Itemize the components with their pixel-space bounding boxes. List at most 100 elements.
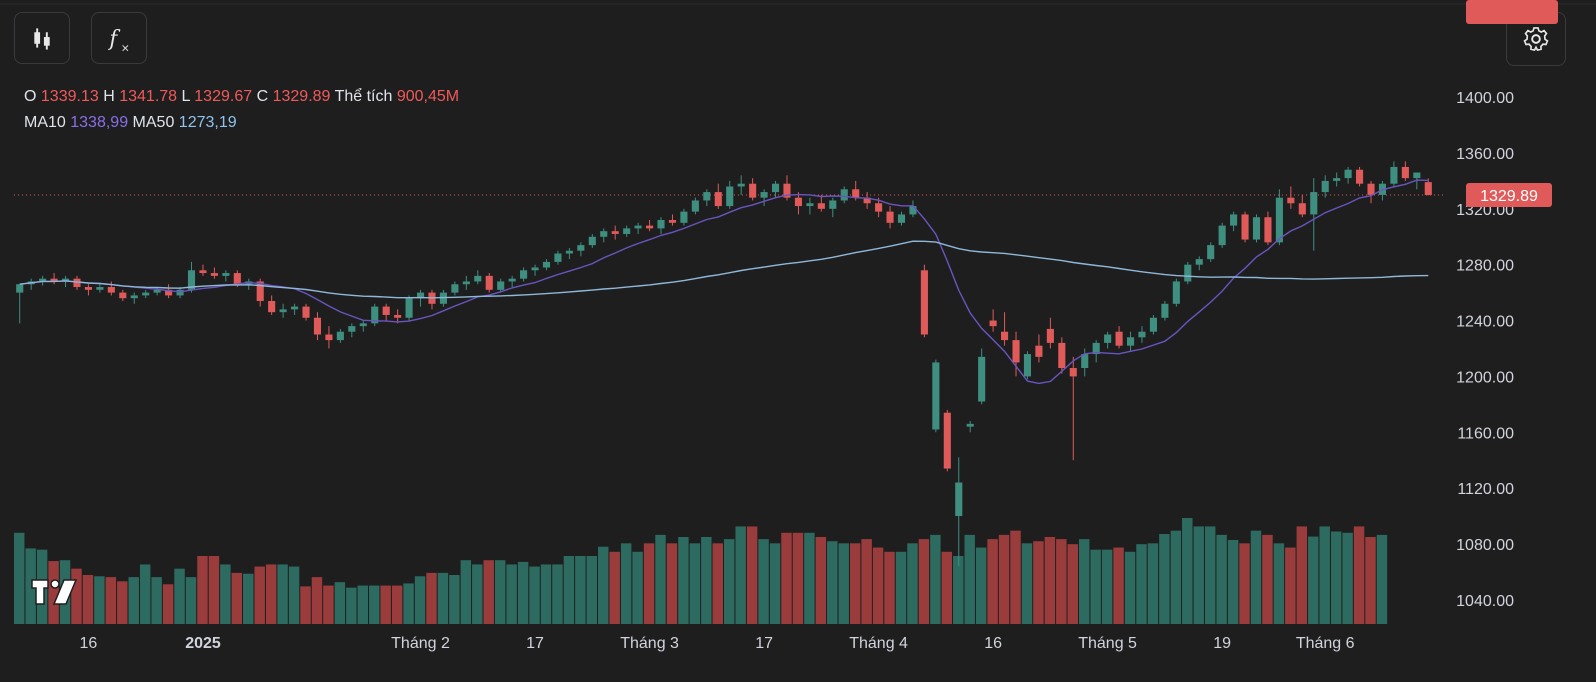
volume-bar bbox=[1262, 534, 1273, 624]
low-value: 1329.67 bbox=[194, 88, 253, 105]
candle bbox=[760, 189, 768, 207]
chart-type-button[interactable] bbox=[14, 12, 70, 64]
volume-bar bbox=[1239, 543, 1250, 624]
candle bbox=[657, 217, 665, 234]
candle-body bbox=[897, 214, 906, 223]
last-value-tags: 1329.89 900.45M bbox=[1466, 0, 1558, 207]
ohlc-legend: O 1339.13 H 1341.78 L 1329.67 C 1329.89 … bbox=[24, 88, 459, 106]
candle bbox=[291, 303, 299, 315]
y-tick-label: 1080.00 bbox=[1456, 537, 1514, 554]
candle-body bbox=[1046, 328, 1054, 343]
volume-bar bbox=[300, 586, 311, 624]
candle-body bbox=[542, 261, 551, 268]
candle-body bbox=[886, 211, 894, 223]
candle bbox=[153, 287, 161, 296]
candle bbox=[485, 273, 493, 293]
candle bbox=[1264, 211, 1272, 246]
candle-body bbox=[565, 250, 573, 254]
time-axis[interactable]: 16 2025 Tháng 2 17 Tháng 3 17 Tháng 4 16 Tháng 5… bbox=[80, 635, 1355, 652]
candle-body bbox=[210, 273, 218, 276]
candle bbox=[394, 309, 402, 324]
volume-bar bbox=[735, 526, 746, 624]
volume-bar bbox=[254, 566, 265, 624]
candle-body bbox=[1230, 214, 1238, 226]
volume-bar bbox=[1227, 539, 1239, 624]
candle-body bbox=[1264, 217, 1272, 243]
candle bbox=[84, 284, 92, 296]
volume-bar bbox=[346, 587, 357, 624]
ma50-line bbox=[19, 240, 1429, 299]
volume-bar bbox=[231, 572, 243, 624]
x-tick-label: Tháng 4 bbox=[849, 635, 908, 652]
volume-bar bbox=[151, 577, 162, 624]
volume-bar bbox=[1365, 537, 1376, 624]
volume-bar bbox=[918, 539, 930, 624]
candle-body bbox=[943, 412, 951, 469]
candle bbox=[1241, 211, 1249, 243]
candle bbox=[1069, 356, 1077, 461]
candle bbox=[943, 409, 951, 472]
candle bbox=[691, 197, 699, 215]
x-tick-label: 2025 bbox=[185, 635, 221, 652]
candle-body bbox=[394, 314, 402, 318]
volume-bar bbox=[1353, 526, 1365, 624]
candle bbox=[1058, 337, 1066, 374]
volume-bar bbox=[369, 585, 380, 624]
candle bbox=[600, 228, 608, 243]
candle-body bbox=[268, 301, 276, 313]
y-tick-label: 1280.00 bbox=[1456, 258, 1514, 275]
volume-bar bbox=[575, 556, 586, 624]
open-label: O bbox=[24, 88, 37, 105]
candle-body bbox=[359, 323, 367, 327]
ma50-value: 1273,19 bbox=[178, 114, 237, 131]
volume-bar bbox=[552, 564, 563, 624]
volume-bar bbox=[895, 551, 907, 624]
candle bbox=[1195, 256, 1203, 271]
candle bbox=[737, 175, 745, 195]
y-tick-label: 1040.00 bbox=[1456, 593, 1514, 610]
volume-bar bbox=[82, 575, 94, 624]
candle bbox=[302, 303, 310, 321]
candle bbox=[611, 225, 619, 240]
svg-text:×: × bbox=[121, 42, 130, 54]
volume-bar bbox=[907, 543, 918, 624]
candle-body bbox=[474, 275, 482, 282]
volume-bar bbox=[712, 543, 723, 624]
candle-body bbox=[313, 317, 322, 335]
candle bbox=[531, 264, 539, 276]
price-axis[interactable]: 1400.001360.001320.001280.001240.001200.… bbox=[1456, 90, 1514, 610]
volume-bar bbox=[1273, 543, 1285, 624]
candle-body bbox=[1310, 192, 1318, 215]
indicators-button[interactable]: f × bbox=[91, 12, 147, 64]
x-tick-label: 16 bbox=[80, 635, 98, 652]
candle-body bbox=[84, 287, 92, 290]
volume-bar bbox=[849, 543, 861, 624]
candle-body bbox=[852, 189, 860, 198]
y-tick-label: 1160.00 bbox=[1457, 425, 1514, 442]
candle bbox=[313, 312, 322, 341]
volume-bar bbox=[1216, 534, 1227, 624]
volume-bar bbox=[620, 543, 632, 624]
candle-body bbox=[955, 482, 963, 517]
volume-bar bbox=[953, 556, 964, 624]
volume-bar bbox=[334, 582, 346, 624]
candle bbox=[909, 200, 917, 218]
ma-legend: MA10 1338,99 MA50 1273,19 bbox=[24, 114, 237, 132]
candle-body bbox=[1058, 342, 1066, 369]
candle-body bbox=[1012, 340, 1020, 363]
volume-bar bbox=[265, 564, 277, 624]
candle-body bbox=[737, 183, 745, 187]
candle-body bbox=[165, 289, 173, 296]
volume-bar bbox=[1182, 518, 1193, 624]
volume-bar bbox=[1159, 534, 1170, 624]
candle-body bbox=[279, 309, 287, 313]
y-tick-label: 1240.00 bbox=[1456, 314, 1514, 331]
candle-body bbox=[531, 267, 539, 271]
candle-body bbox=[966, 423, 974, 427]
volume-bar bbox=[208, 556, 220, 624]
candle-body bbox=[611, 231, 619, 234]
x-tick-label: Tháng 3 bbox=[620, 635, 679, 652]
candle bbox=[1333, 172, 1341, 187]
volume-bar bbox=[414, 576, 426, 624]
